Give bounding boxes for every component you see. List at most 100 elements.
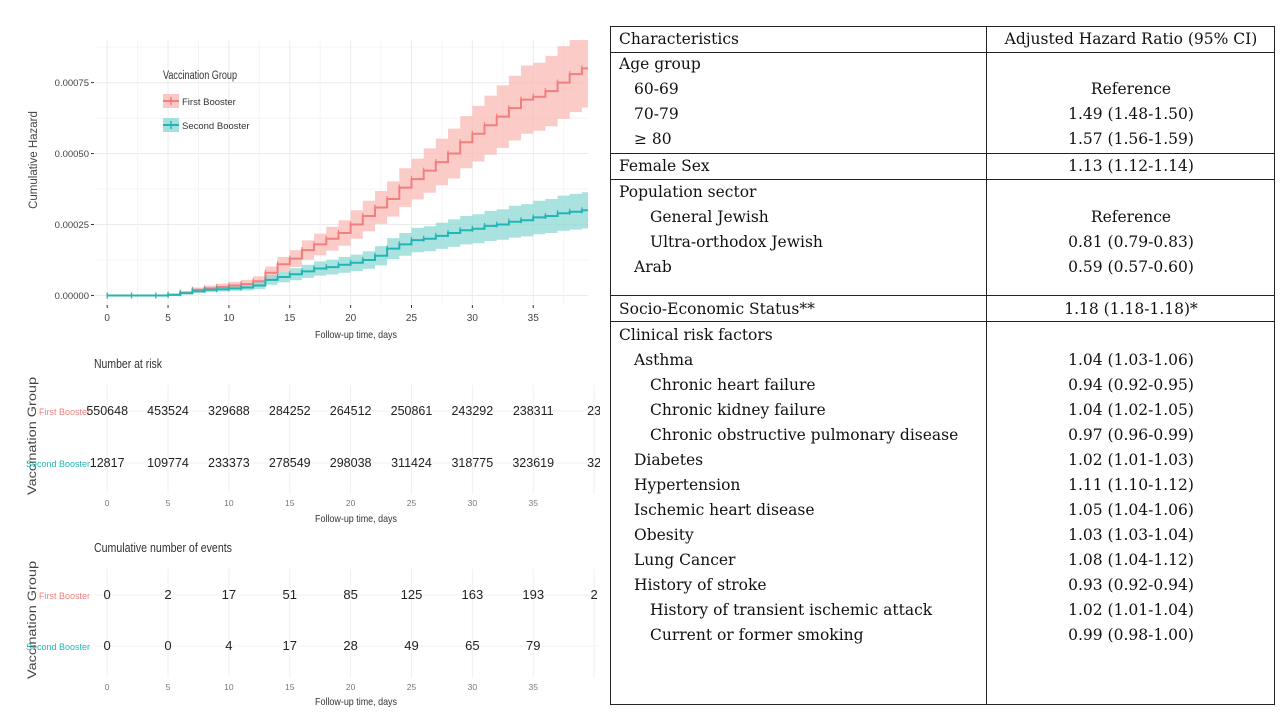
table-cell: 109774 [147,456,189,470]
table-row: Obesity 1.03 (1.03-1.04) [611,523,1274,548]
table-row: Chronic obstructive pulmonary disease 0.9… [611,423,1274,448]
y-axis-label: Cumulative Hazard [28,111,40,209]
row-characteristic: Ultra-orthodox Jewish [650,233,823,251]
table-row: Lung Cancer 1.08 (1.04-1.12) [611,548,1274,573]
table-x-tick: 30 [468,682,478,692]
risk-table-title: Number at risk [94,356,162,371]
table-x-tick: 10 [224,498,234,508]
table-group-label: Second Booster [26,459,90,469]
x-tick-label: 20 [345,313,357,324]
row-characteristic: History of transient ischemic attack [650,601,933,619]
table-cell: 12817 [90,456,125,470]
table-row: Population sector [611,180,1274,205]
table-cell: 85 [343,587,357,602]
table-cell: 193 [522,587,544,602]
table-row: 70-79 1.49 (1.48-1.50) [611,102,1274,127]
table-cell: 0 [104,638,111,653]
row-characteristic: Chronic heart failure [650,376,816,394]
y-tick-label: 0.00050 [55,149,89,160]
table-x-tick: 15 [285,498,295,508]
table-cell: 163 [462,587,484,602]
band-second-booster [107,192,588,296]
row-hazard-ratio: 1.04 (1.03-1.06) [1068,351,1194,369]
row-characteristic: Chronic kidney failure [650,401,826,419]
y-tick-label: 0.00025 [55,220,89,231]
confidence-bands [107,40,588,296]
table-x-tick: 35 [528,498,538,508]
plot-axes: 0.00000 0.00025 0.00050 0.00075 0 5 10 15 20 25 30… [55,78,540,324]
table-row: Asthma 1.04 (1.03-1.06) [611,348,1274,373]
row-characteristic: Female Sex [619,157,710,175]
events-table-xlabel: Follow-up time, days [315,696,397,708]
row-hazard-ratio: 0.59 (0.57-0.60) [1068,258,1194,276]
row-hazard-ratio: 1.11 (1.10-1.12) [1068,476,1194,494]
x-tick-label: 5 [165,313,171,324]
table-x-tick: 15 [285,682,295,692]
x-axis-label: Follow-up time, days [315,329,397,341]
table-cell: 65 [465,638,479,653]
table-row-divider [611,321,1274,322]
header-hazard-ratio: Adjusted Hazard Ratio (95% CI) [1004,30,1258,48]
table-row-divider [611,52,1274,53]
row-hazard-ratio: 1.04 (1.02-1.05) [1068,401,1194,419]
band-first-booster [107,40,588,296]
table-row: Current or former smoking 0.99 (0.98-1.00… [611,623,1274,648]
table-row-divider [611,153,1274,154]
table-x-tick: 35 [528,682,538,692]
row-characteristic: Arab [634,258,672,276]
row-hazard-ratio: 1.08 (1.04-1.12) [1068,551,1194,569]
row-hazard-ratio: 1.05 (1.04-1.06) [1068,501,1194,519]
km-chart: 0.00000 0.00025 0.00050 0.00075 0 5 10 15 20 25 30… [26,40,600,708]
table-row: Age group [611,52,1274,77]
row-characteristic: Ischemic heart disease [634,501,815,519]
table-row: Chronic kidney failure 1.04 (1.02-1.05) [611,398,1274,423]
legend-label: First Booster [182,97,236,108]
table-header-row: Characteristics Adjusted Hazard Ratio (9… [611,27,1274,52]
row-hazard-ratio: 0.97 (0.96-0.99) [1068,426,1194,444]
row-characteristic: Current or former smoking [650,626,864,644]
table-cell: 28 [343,638,357,653]
row-hazard-ratio: 0.81 (0.79-0.83) [1068,233,1194,251]
table-x-tick: 20 [346,498,356,508]
y-tick-label: 0.00075 [55,78,89,89]
table-cell: 51 [283,587,297,602]
table-x-tick: 25 [407,682,417,692]
risk-table-ylabel: Vaccination Group [27,377,39,495]
table-cell: 329688 [208,404,250,418]
header-characteristics: Characteristics [619,30,739,48]
line-first-booster [107,67,588,297]
table-cell: 125 [401,587,423,602]
hazard-ratio-table: Characteristics Adjusted Hazard Ratio (9… [610,26,1275,705]
line-second-booster [107,209,588,297]
x-tick-label: 15 [284,313,296,324]
row-characteristic: Obesity [634,526,694,544]
table-cell: 278549 [269,456,311,470]
table-group-label: First Booster [39,591,90,601]
row-characteristic: Asthma [634,351,694,369]
row-characteristic: Diabetes [634,451,704,469]
row-characteristic: History of stroke [634,576,767,594]
row-hazard-ratio: 1.49 (1.48-1.50) [1068,105,1194,123]
row-characteristic: ≥ 80 [634,130,672,148]
x-tick-label: 35 [528,313,540,324]
legend-title: Vaccination Group [163,70,237,82]
table-cell: 550648 [86,404,128,418]
table-cell: 4 [225,638,232,653]
row-characteristic: 60-69 [634,80,679,98]
table-cell: 323619 [512,456,554,470]
table-row: Chronic heart failure 0.94 (0.92-0.95) [611,373,1274,398]
y-tick-label: 0.00000 [55,291,89,302]
table-row: General Jewish Reference [611,205,1274,230]
row-hazard-ratio: Reference [1090,208,1172,226]
row-characteristic: Clinical risk factors [619,326,773,344]
table-cell: 264512 [330,404,372,418]
row-characteristic: General Jewish [650,208,769,226]
table-row-divider [611,179,1274,180]
row-hazard-ratio: 1.02 (1.01-1.03) [1068,451,1194,469]
row-characteristic: Age group [619,55,701,73]
table-row: History of stroke 0.93 (0.92-0.94) [611,573,1274,598]
table-row: Socio-Economic Status** 1.18 (1.18-1.18)* [611,297,1274,322]
table-x-tick: 30 [468,498,478,508]
row-hazard-ratio: 1.18 (1.18-1.18)* [1064,300,1198,318]
